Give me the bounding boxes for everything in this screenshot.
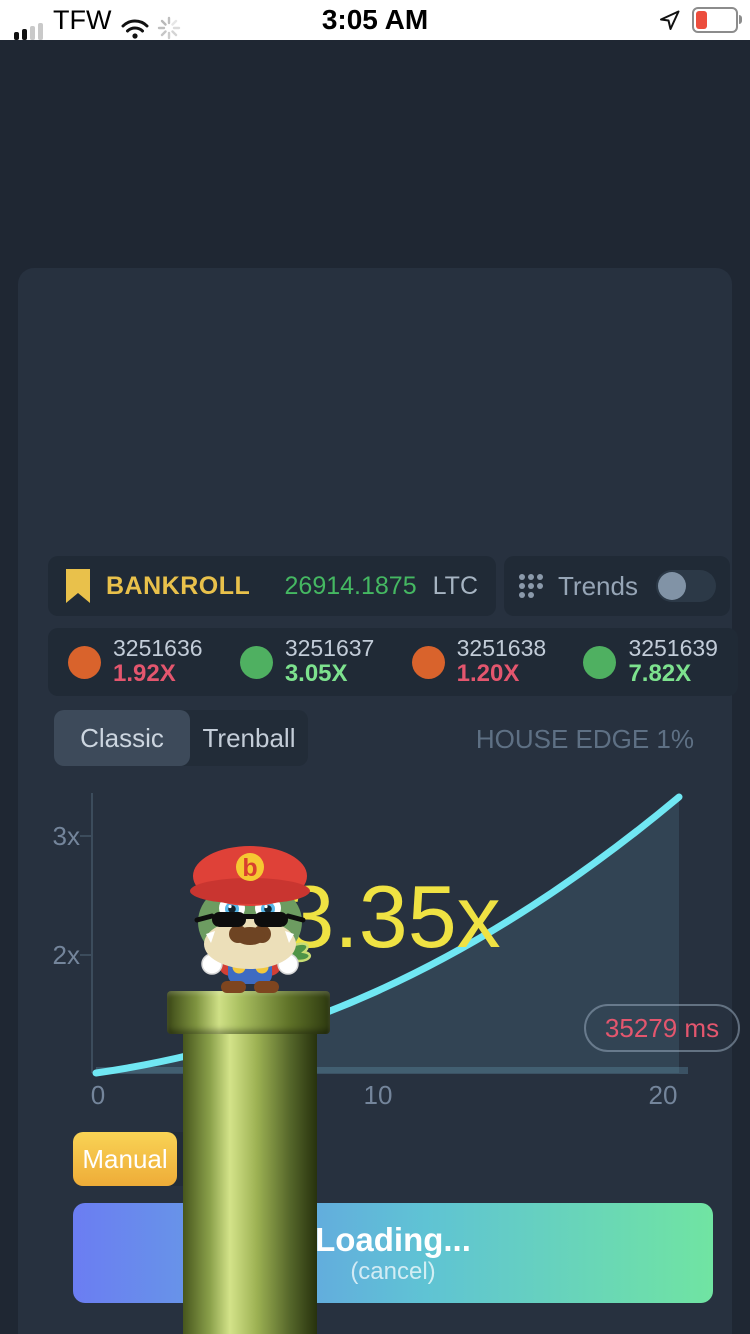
x-tick-10: 10	[363, 1080, 393, 1110]
bookmark-icon	[66, 569, 90, 603]
bankroll-label: BANKROLL	[106, 571, 251, 600]
wifi-icon	[121, 19, 149, 39]
game-result-dot	[583, 645, 617, 679]
house-edge-label: HOUSE EDGE 1%	[475, 724, 694, 754]
carrier-label: TFW	[53, 5, 112, 35]
game-result-dot	[411, 645, 445, 679]
game-result-dot	[239, 645, 273, 679]
game-id: 3251638	[456, 635, 547, 662]
loading-label: Loading...	[315, 1220, 471, 1258]
location-arrow-icon	[660, 10, 680, 30]
clock-time: 3:05 AM	[321, 4, 429, 35]
bankroll-box: BANKROLL 26914.1875 LTC	[48, 556, 496, 616]
status-bar: TFW 3:05 AM	[0, 0, 750, 40]
cancel-link[interactable]: (cancel)	[350, 1257, 436, 1285]
x-tick-20: 20	[648, 1080, 678, 1110]
game-history-item[interactable]: 3251639 7.82X	[583, 636, 718, 688]
game-mode-switch: Classic Trenball	[54, 710, 308, 766]
curve-area-fill	[96, 797, 679, 1073]
battery-icon	[692, 7, 742, 33]
tab-classic[interactable]: Classic	[54, 710, 190, 766]
trends-grid-icon	[519, 574, 543, 598]
bankroll-currency: LTC	[432, 571, 478, 600]
bet-mode-switch: Manual Auto	[73, 1132, 311, 1186]
game-id: 3251636	[113, 635, 203, 662]
crash-curve-chart	[80, 793, 688, 1077]
recent-games-row: 3251636 1.92X 3251637 3.05X 3251638 1.20…	[48, 628, 738, 696]
elapsed-time-pill: 35279 ms	[584, 1004, 740, 1052]
game-multiplier: 1.20X	[456, 660, 520, 688]
game-card: BANKROLL 26914.1875 LTC Trends 3251636 1…	[18, 268, 740, 1334]
bet-loading-button[interactable]: Loading... (cancel)	[73, 1203, 713, 1303]
game-id: 3251639	[628, 635, 718, 662]
y-tick-2x: 2x	[52, 940, 80, 970]
game-history-item[interactable]: 3251636 1.92X	[68, 636, 203, 688]
multiplier-curve	[92, 793, 683, 1077]
trends-box[interactable]: Trends	[504, 556, 730, 616]
cell-signal-icon	[14, 22, 43, 40]
tab-trenball[interactable]: Trenball	[202, 722, 296, 753]
game-multiplier: 7.82X	[628, 660, 692, 688]
game-history-item[interactable]: 3251637 3.05X	[239, 635, 375, 688]
trends-label: Trends	[558, 570, 638, 601]
x-tick-0: 0	[90, 1080, 106, 1110]
tab-auto[interactable]: Auto	[217, 1143, 271, 1174]
y-tick-3x: 3x	[52, 821, 80, 851]
activity-spinner-icon	[158, 16, 181, 40]
current-multiplier: 3.35x	[285, 867, 501, 966]
tab-manual[interactable]: Manual	[73, 1132, 177, 1186]
bankroll-value: 26914.1875	[284, 571, 417, 600]
game-history-item[interactable]: 3251638 1.20X	[411, 635, 547, 688]
trends-toggle[interactable]	[656, 570, 716, 602]
game-multiplier: 3.05X	[284, 660, 348, 688]
game-id: 3251637	[284, 635, 375, 662]
game-multiplier: 1.92X	[113, 660, 176, 688]
game-result-dot	[68, 645, 101, 679]
